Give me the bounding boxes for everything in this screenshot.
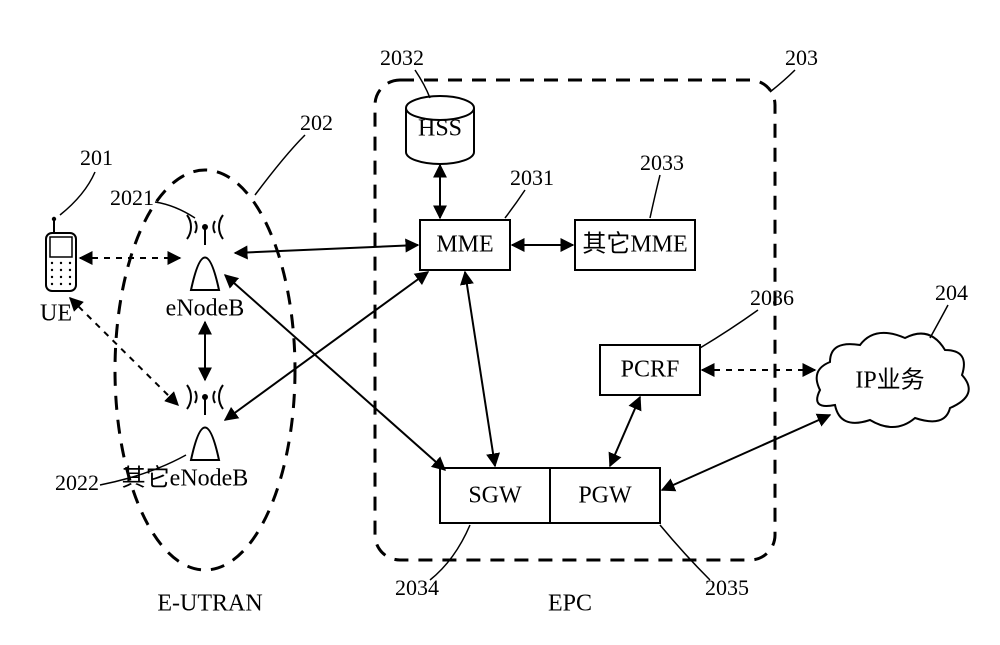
pcrf-label: PCRF — [621, 357, 680, 383]
edge-pcrf-pgw — [610, 397, 640, 466]
num-2031: 2031 — [510, 165, 554, 190]
ue-label: UE — [40, 301, 72, 327]
leader-2032 — [415, 70, 430, 98]
pgw-label: PGW — [578, 483, 632, 509]
num-2032: 2032 — [380, 45, 424, 70]
num-204: 204 — [935, 280, 968, 305]
num-202: 202 — [300, 110, 333, 135]
enodeb2-label: 其它eNodeB — [122, 465, 249, 492]
leader-2036 — [700, 310, 758, 348]
leader-202 — [255, 135, 305, 195]
enodeb1-label: eNodeB — [166, 296, 245, 322]
leader-2021 — [155, 202, 195, 218]
mme-label: MME — [436, 232, 493, 258]
eutran-label: E-UTRAN — [157, 591, 262, 617]
othermme-label: 其它MME — [582, 231, 687, 258]
leader-2035 — [660, 525, 710, 580]
num-2033: 2033 — [640, 150, 684, 175]
edge-mme-sgw — [465, 272, 495, 466]
leader-201 — [60, 172, 95, 215]
num-2035: 2035 — [705, 575, 749, 600]
ip-label: IP业务 — [855, 367, 924, 394]
hss-label: HSS — [418, 116, 462, 142]
enodeb1-icon — [187, 215, 223, 290]
edge-pgw-ip — [662, 415, 830, 490]
num-2036: 2036 — [750, 285, 794, 310]
num-2022: 2022 — [55, 470, 99, 495]
leader-204 — [930, 305, 948, 338]
num-2021: 2021 — [110, 185, 154, 210]
leader-2034 — [430, 525, 470, 580]
leader-203 — [770, 70, 795, 92]
ue-icon — [46, 217, 76, 291]
num-203: 203 — [785, 45, 818, 70]
leader-2031 — [505, 190, 525, 218]
edge-ue-enb2 — [70, 298, 178, 405]
enodeb2-icon — [187, 385, 223, 460]
edge-enb1-mme — [235, 245, 418, 253]
leader-2033 — [650, 175, 660, 218]
epc-label: EPC — [548, 591, 592, 617]
edge-enb2-mme — [225, 272, 428, 420]
sgw-label: SGW — [468, 483, 522, 509]
num-201: 201 — [80, 145, 113, 170]
edge-enb1-sgw — [225, 275, 445, 470]
